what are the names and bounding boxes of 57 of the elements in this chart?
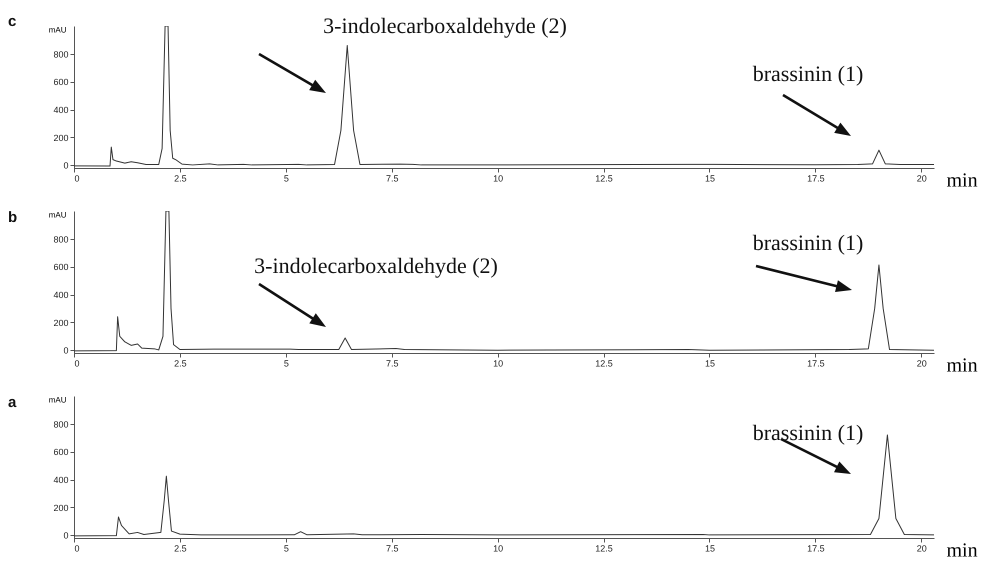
x-tick-label: 10: [493, 358, 504, 368]
y-tick-label: 0: [63, 160, 68, 171]
x-tick-label: 10: [493, 174, 504, 184]
chart-title: b: [8, 209, 18, 226]
y-tick-label: 0: [63, 346, 68, 356]
annotation: 3-indolecarboxaldehyde (2): [323, 13, 567, 38]
chart-title: a: [8, 394, 17, 411]
x-tick-label: 0: [74, 174, 80, 184]
x-tick-label: 20: [916, 358, 927, 368]
annotation: 3-indolecarboxaldehyde (2): [254, 253, 498, 278]
x-axis-title: min: [946, 540, 978, 562]
y-tick-label: 600: [53, 447, 68, 458]
y-tick-label: 400: [53, 290, 68, 300]
x-tick-label: 0: [74, 544, 80, 554]
x-tick-label: 12.5: [595, 358, 613, 368]
y-axis-title: mAU: [48, 210, 67, 220]
x-tick-label: 0: [74, 358, 80, 368]
y-tick-label: 800: [53, 419, 68, 430]
x-tick-label: 20: [916, 174, 927, 184]
line-series: [74, 211, 934, 352]
x-axis-title: min: [946, 354, 978, 376]
x-tick-label: 5: [284, 174, 289, 184]
x-tick-label: 17.5: [807, 544, 825, 554]
y-tick-label: 200: [53, 132, 68, 143]
x-tick-label: 2.5: [174, 544, 187, 554]
x-tick-label: 5: [284, 358, 289, 368]
x-tick-label: 12.5: [595, 544, 613, 554]
x-tick-label: 15: [704, 358, 715, 368]
annotation: brassinin (1): [752, 230, 864, 255]
annotation: brassinin (1): [752, 61, 864, 86]
x-tick-label: 7.5: [386, 174, 398, 184]
x-tick-label: 2.5: [174, 174, 187, 184]
x-tick-label: 15: [704, 544, 715, 554]
x-tick-label: 7.5: [386, 358, 398, 368]
x-axis-title: min: [946, 170, 978, 192]
y-tick-label: 800: [53, 49, 68, 60]
x-tick-label: 17.5: [807, 358, 825, 368]
y-tick-label: 600: [53, 262, 68, 272]
y-tick-label: 200: [53, 318, 68, 328]
y-tick-label: 400: [53, 105, 68, 116]
x-tick-label: 12.5: [595, 174, 613, 184]
y-tick-label: 400: [53, 475, 68, 486]
x-tick-label: 20: [916, 544, 927, 554]
annotation: brassinin (1): [752, 420, 864, 445]
x-tick-label: 7.5: [386, 544, 398, 554]
chart-title: c: [8, 13, 16, 30]
x-tick-label: 17.5: [807, 174, 825, 184]
x-tick-label: 2.5: [174, 358, 187, 368]
y-tick-label: 200: [53, 502, 68, 513]
x-tick-label: 15: [704, 174, 715, 184]
y-axis-title: mAU: [48, 396, 67, 404]
y-tick-label: 0: [63, 530, 68, 541]
y-axis-title: mAU: [48, 26, 67, 34]
y-tick-label: 600: [53, 77, 68, 88]
y-tick-label: 800: [53, 234, 68, 244]
x-tick-label: 10: [493, 544, 504, 554]
x-tick-label: 5: [284, 544, 289, 554]
